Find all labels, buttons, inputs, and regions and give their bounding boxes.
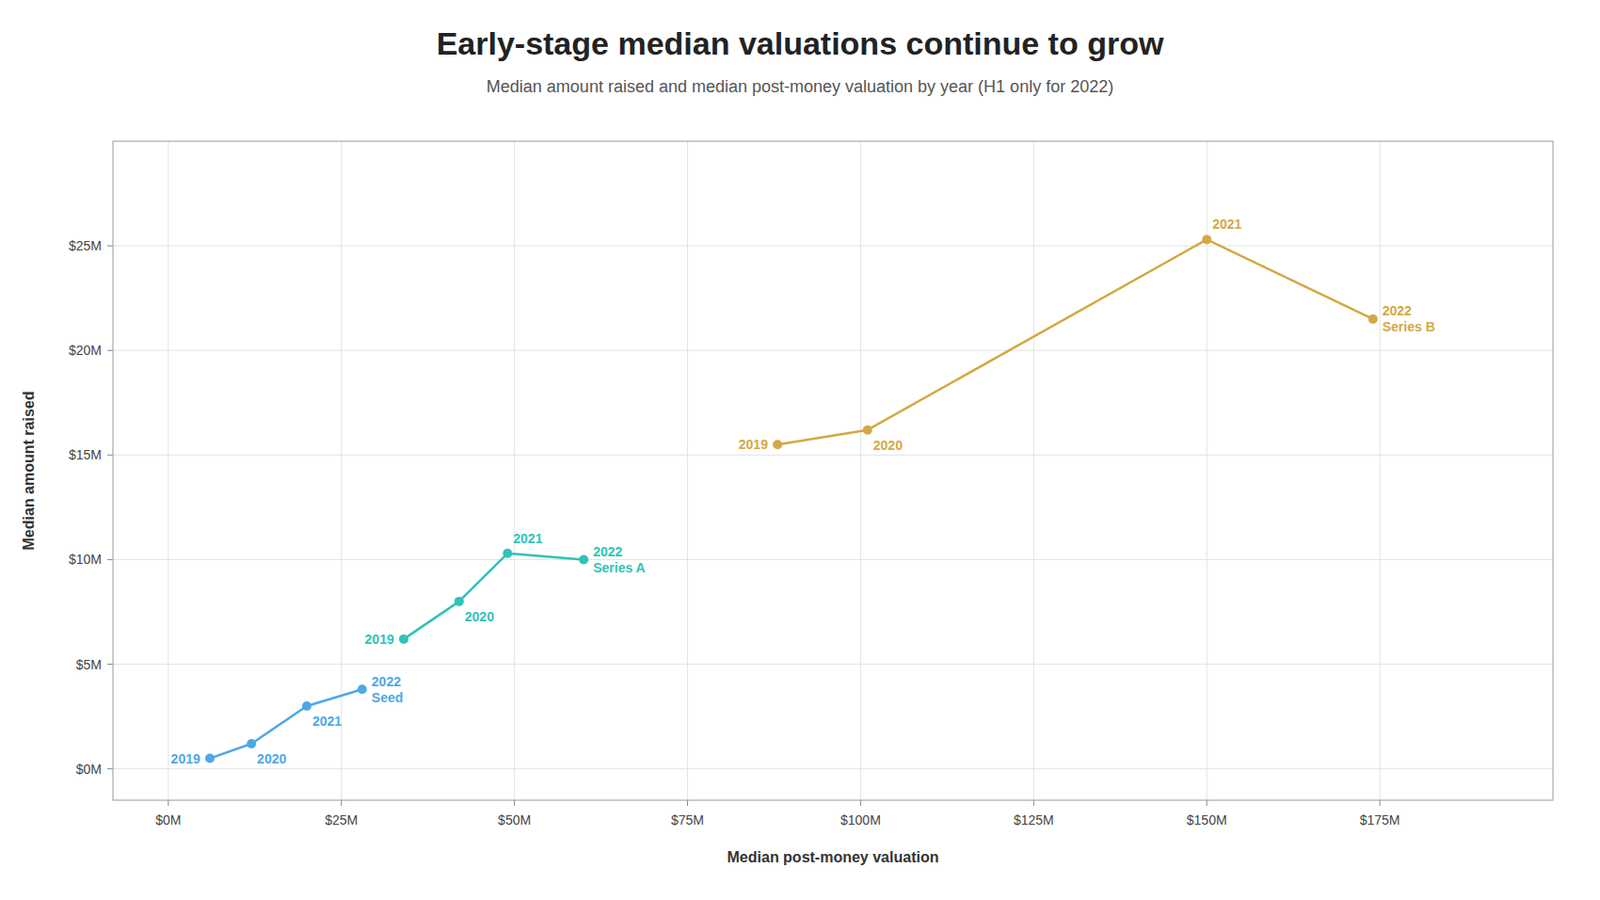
point-label: 2021 xyxy=(512,530,543,546)
title: Early-stage median valuations continue t… xyxy=(436,25,1165,62)
tick-label: $0M xyxy=(76,761,102,777)
point-label: 2020 xyxy=(873,437,903,453)
point xyxy=(578,554,589,564)
point-label: 2022Series B xyxy=(1382,303,1436,335)
tick-label: $0M xyxy=(155,812,181,828)
tick-label: $75M xyxy=(671,812,704,828)
grid-line xyxy=(860,141,862,800)
subtitle: Median amount raised and median post-mon… xyxy=(486,77,1114,96)
grid-line xyxy=(112,559,1553,560)
grid-line xyxy=(1033,141,1035,800)
point xyxy=(1201,234,1212,244)
grid xyxy=(107,141,1553,806)
point xyxy=(399,634,409,644)
point xyxy=(357,684,368,694)
tick xyxy=(107,768,113,769)
tick xyxy=(107,350,113,352)
tick xyxy=(107,663,113,665)
grid-line xyxy=(167,141,169,800)
point xyxy=(772,439,783,449)
plot-frame xyxy=(112,141,1553,800)
tick xyxy=(167,800,169,806)
point-label: 2022Seed xyxy=(371,673,403,705)
tick-label: $10M xyxy=(68,551,102,567)
point-label: 2021 xyxy=(312,713,342,729)
point-label: 2019 xyxy=(365,631,395,647)
y-axis-label: Median amount raised xyxy=(20,391,37,551)
tick-label: $5M xyxy=(76,656,102,672)
grid-line xyxy=(112,454,1553,456)
point xyxy=(205,753,215,764)
tick-label: $125M xyxy=(1013,812,1055,828)
point-label: 2020 xyxy=(256,751,287,767)
point xyxy=(863,425,873,435)
tick-label: $15M xyxy=(68,447,102,463)
point-label: 2019 xyxy=(738,436,768,452)
point xyxy=(454,596,464,607)
grid-line xyxy=(340,141,342,800)
tick xyxy=(1033,800,1035,806)
tick xyxy=(107,454,113,456)
tick-label: $20M xyxy=(68,342,102,358)
tick-labels: $0M $25M $50M $75M $100M $125M $150M $175M $0M $5… xyxy=(68,238,1401,828)
point-labels: 2019 2020 2021 2022Seed 2019 2020 2021 2022Seri… xyxy=(171,216,1436,767)
point-label: 2021 xyxy=(1212,216,1242,232)
tick-label: $25M xyxy=(324,812,358,828)
tick-label: $25M xyxy=(68,238,102,254)
data xyxy=(205,234,1378,763)
tick xyxy=(340,800,342,806)
point xyxy=(1368,314,1378,324)
chart: Early-stage median valuations continue t… xyxy=(0,0,1600,900)
series-line xyxy=(777,239,1374,445)
point xyxy=(502,548,512,559)
tick xyxy=(107,559,113,560)
point-label: 2022Series A xyxy=(592,544,646,576)
tick xyxy=(513,800,515,806)
tick-label: $150M xyxy=(1186,812,1228,828)
tick-label: $100M xyxy=(840,812,881,828)
tick-label: $50M xyxy=(497,812,531,828)
grid-line xyxy=(513,141,515,800)
grid-line xyxy=(1379,141,1381,800)
tick xyxy=(860,800,862,806)
x-axis-label: Median post-money valuation xyxy=(727,848,940,865)
tick xyxy=(1379,800,1381,806)
tick-label: $175M xyxy=(1360,812,1401,828)
grid-line xyxy=(687,141,688,800)
grid-line xyxy=(112,663,1553,665)
series-line xyxy=(403,553,584,640)
tick xyxy=(687,800,688,806)
point xyxy=(246,738,256,749)
grid-line xyxy=(112,350,1553,352)
point-label: 2019 xyxy=(171,751,201,767)
grid-line xyxy=(112,245,1553,247)
point-label: 2020 xyxy=(464,608,495,624)
tick xyxy=(1206,800,1208,806)
point xyxy=(302,701,312,711)
grid-line xyxy=(112,768,1553,769)
series-line xyxy=(209,688,363,758)
tick xyxy=(107,245,113,247)
